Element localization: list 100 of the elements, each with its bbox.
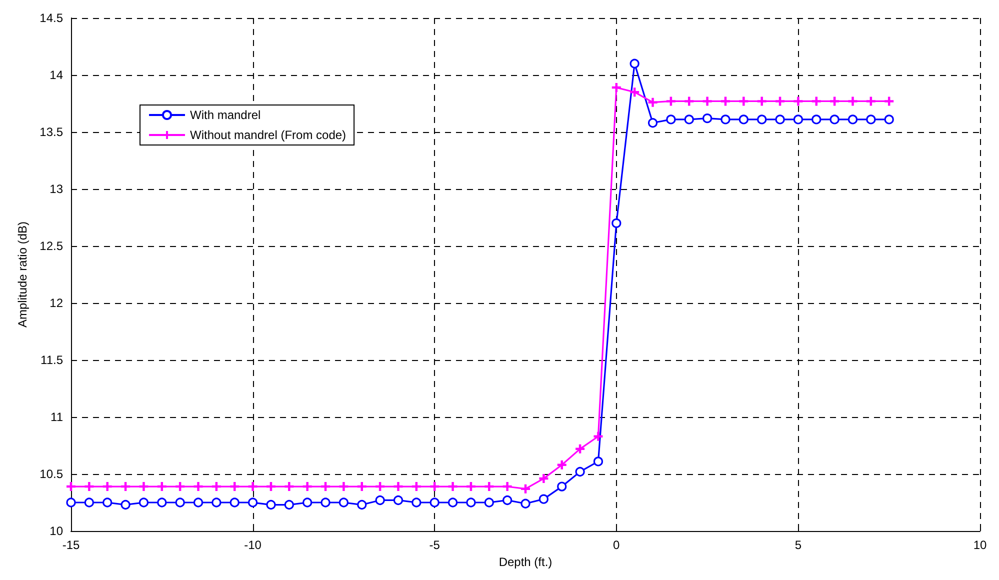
point <box>757 96 766 106</box>
y-tick-label: 13.5 <box>40 125 64 139</box>
point <box>430 498 440 508</box>
point <box>466 482 476 492</box>
point <box>830 114 840 124</box>
point <box>157 498 167 508</box>
y-tick-label: 11 <box>50 410 64 424</box>
point <box>84 498 94 508</box>
point <box>357 500 367 510</box>
point <box>776 96 785 106</box>
point <box>412 482 421 492</box>
point <box>757 114 767 124</box>
point <box>848 114 858 124</box>
point <box>866 96 876 106</box>
point <box>393 495 404 506</box>
point <box>466 498 476 508</box>
point <box>738 114 748 124</box>
point <box>575 466 585 477</box>
point <box>320 498 330 508</box>
point <box>539 474 548 484</box>
point <box>302 498 312 508</box>
point <box>284 482 294 492</box>
point <box>302 482 312 492</box>
point <box>848 96 858 106</box>
point <box>230 498 240 508</box>
y-tick-label: 14.5 <box>40 11 64 25</box>
x-tick-label: -5 <box>429 538 440 552</box>
point <box>630 88 640 97</box>
y-tick-label: 10.5 <box>40 467 64 481</box>
legend-label: With mandrel <box>190 108 261 122</box>
point <box>176 482 185 492</box>
point <box>538 494 548 504</box>
point <box>484 482 494 492</box>
point <box>648 118 658 128</box>
point <box>612 83 621 92</box>
point <box>884 114 894 124</box>
point <box>593 456 604 466</box>
point <box>394 482 403 492</box>
point <box>66 482 76 492</box>
point <box>793 114 803 124</box>
point <box>830 96 840 106</box>
point <box>338 498 348 508</box>
y-tick-label: 13 <box>50 182 64 196</box>
point <box>339 482 348 492</box>
point <box>66 498 76 508</box>
x-tick-label: 0 <box>613 538 620 552</box>
point <box>684 96 694 106</box>
y-tick-label: 14 <box>50 68 64 82</box>
point <box>157 482 166 492</box>
point <box>139 482 148 492</box>
point <box>630 58 640 68</box>
point <box>102 482 112 492</box>
point <box>138 498 149 508</box>
point <box>412 498 422 508</box>
point <box>193 498 204 508</box>
point <box>502 495 512 506</box>
point <box>284 500 294 510</box>
legend-label: Without mandrel (From code) <box>190 128 346 142</box>
point <box>775 114 785 124</box>
point <box>812 96 821 106</box>
point <box>448 498 458 508</box>
x-tick-label: -15 <box>62 538 80 552</box>
point <box>121 482 130 492</box>
point <box>812 114 822 124</box>
point <box>266 482 276 492</box>
point <box>194 482 203 492</box>
point <box>794 96 803 106</box>
point <box>866 114 876 124</box>
point <box>594 432 603 441</box>
point <box>720 96 730 106</box>
point <box>84 482 94 492</box>
point <box>739 96 748 106</box>
y-tick-label: 11.5 <box>40 353 64 367</box>
point <box>248 482 258 492</box>
point <box>230 482 240 492</box>
point <box>684 114 694 124</box>
point <box>612 218 622 228</box>
point <box>212 498 222 508</box>
point <box>248 498 258 508</box>
point <box>520 498 530 508</box>
x-tick-label: -10 <box>244 538 262 552</box>
y-axis-title: Amplitude ratio (dB) <box>16 221 30 328</box>
point <box>430 482 440 492</box>
point <box>120 500 130 510</box>
point <box>666 114 676 124</box>
point <box>648 98 658 107</box>
point <box>502 482 512 492</box>
point <box>521 484 530 494</box>
point <box>702 114 712 124</box>
point <box>484 498 494 508</box>
point <box>357 482 366 492</box>
point <box>266 500 276 510</box>
point <box>321 482 330 492</box>
point <box>702 96 712 106</box>
point <box>884 96 894 106</box>
point <box>175 498 185 508</box>
point <box>557 482 567 492</box>
point <box>212 482 221 492</box>
y-tick-label: 12 <box>50 296 64 310</box>
point <box>576 444 585 454</box>
